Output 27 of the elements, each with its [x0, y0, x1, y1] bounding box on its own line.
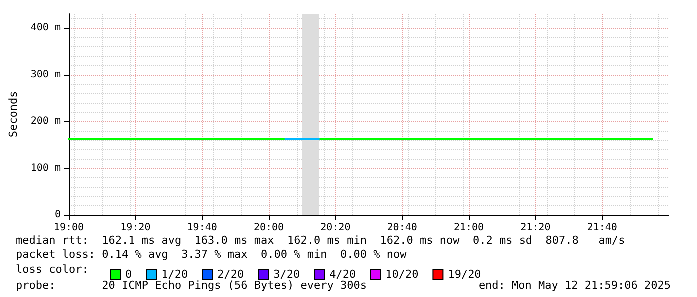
x-tick-label: 20:00 [254, 222, 284, 234]
legend-title: loss color: [16, 263, 89, 276]
y-tick-label: 400 m [30, 22, 61, 34]
y-tick-label: 0 [54, 210, 61, 220]
y-tick-label: 300 m [30, 69, 61, 80]
x-tick-label: 21:20 [520, 222, 551, 234]
legend-label: 2/20 [218, 268, 244, 281]
legend-label: 1/20 [162, 268, 188, 281]
y-tick-label: 100 m [30, 162, 61, 174]
x-tick-label: 19:20 [120, 222, 151, 234]
text: probe: 20 ICMP Echo Pings (56 Bytes) every 300s [16, 279, 367, 292]
legend-label: 3/20 [274, 268, 300, 281]
x-tick-label: 20:40 [387, 222, 418, 234]
x-tick-label: 19:00 [54, 222, 84, 234]
legend-label: 19/20 [448, 268, 482, 281]
x-tick-label: 20:20 [320, 222, 351, 234]
x-tick-label: 21:40 [587, 222, 618, 234]
text: end: Mon May 12 21:59:06 2025 [478, 279, 671, 292]
legend-label: 0 [126, 268, 132, 281]
legend-label: 4/20 [330, 268, 356, 281]
y-tick-label: 200 m [30, 116, 61, 128]
x-tick-label: 19:40 [187, 222, 218, 234]
legend-label: 10/20 [386, 268, 419, 281]
text: median rtt: 162.1 ms avg 163.0 ms max 162.0 ms min 162.0 ms now 0.2 ms sd 807.8 am/s [16, 234, 626, 247]
x-tick-label: 21:00 [454, 222, 484, 234]
y-axis-title: Seconds [7, 91, 20, 138]
text: packet loss: 0.14 % avg 3.37 % max 0.00 % min 0.00 % now [16, 248, 407, 261]
